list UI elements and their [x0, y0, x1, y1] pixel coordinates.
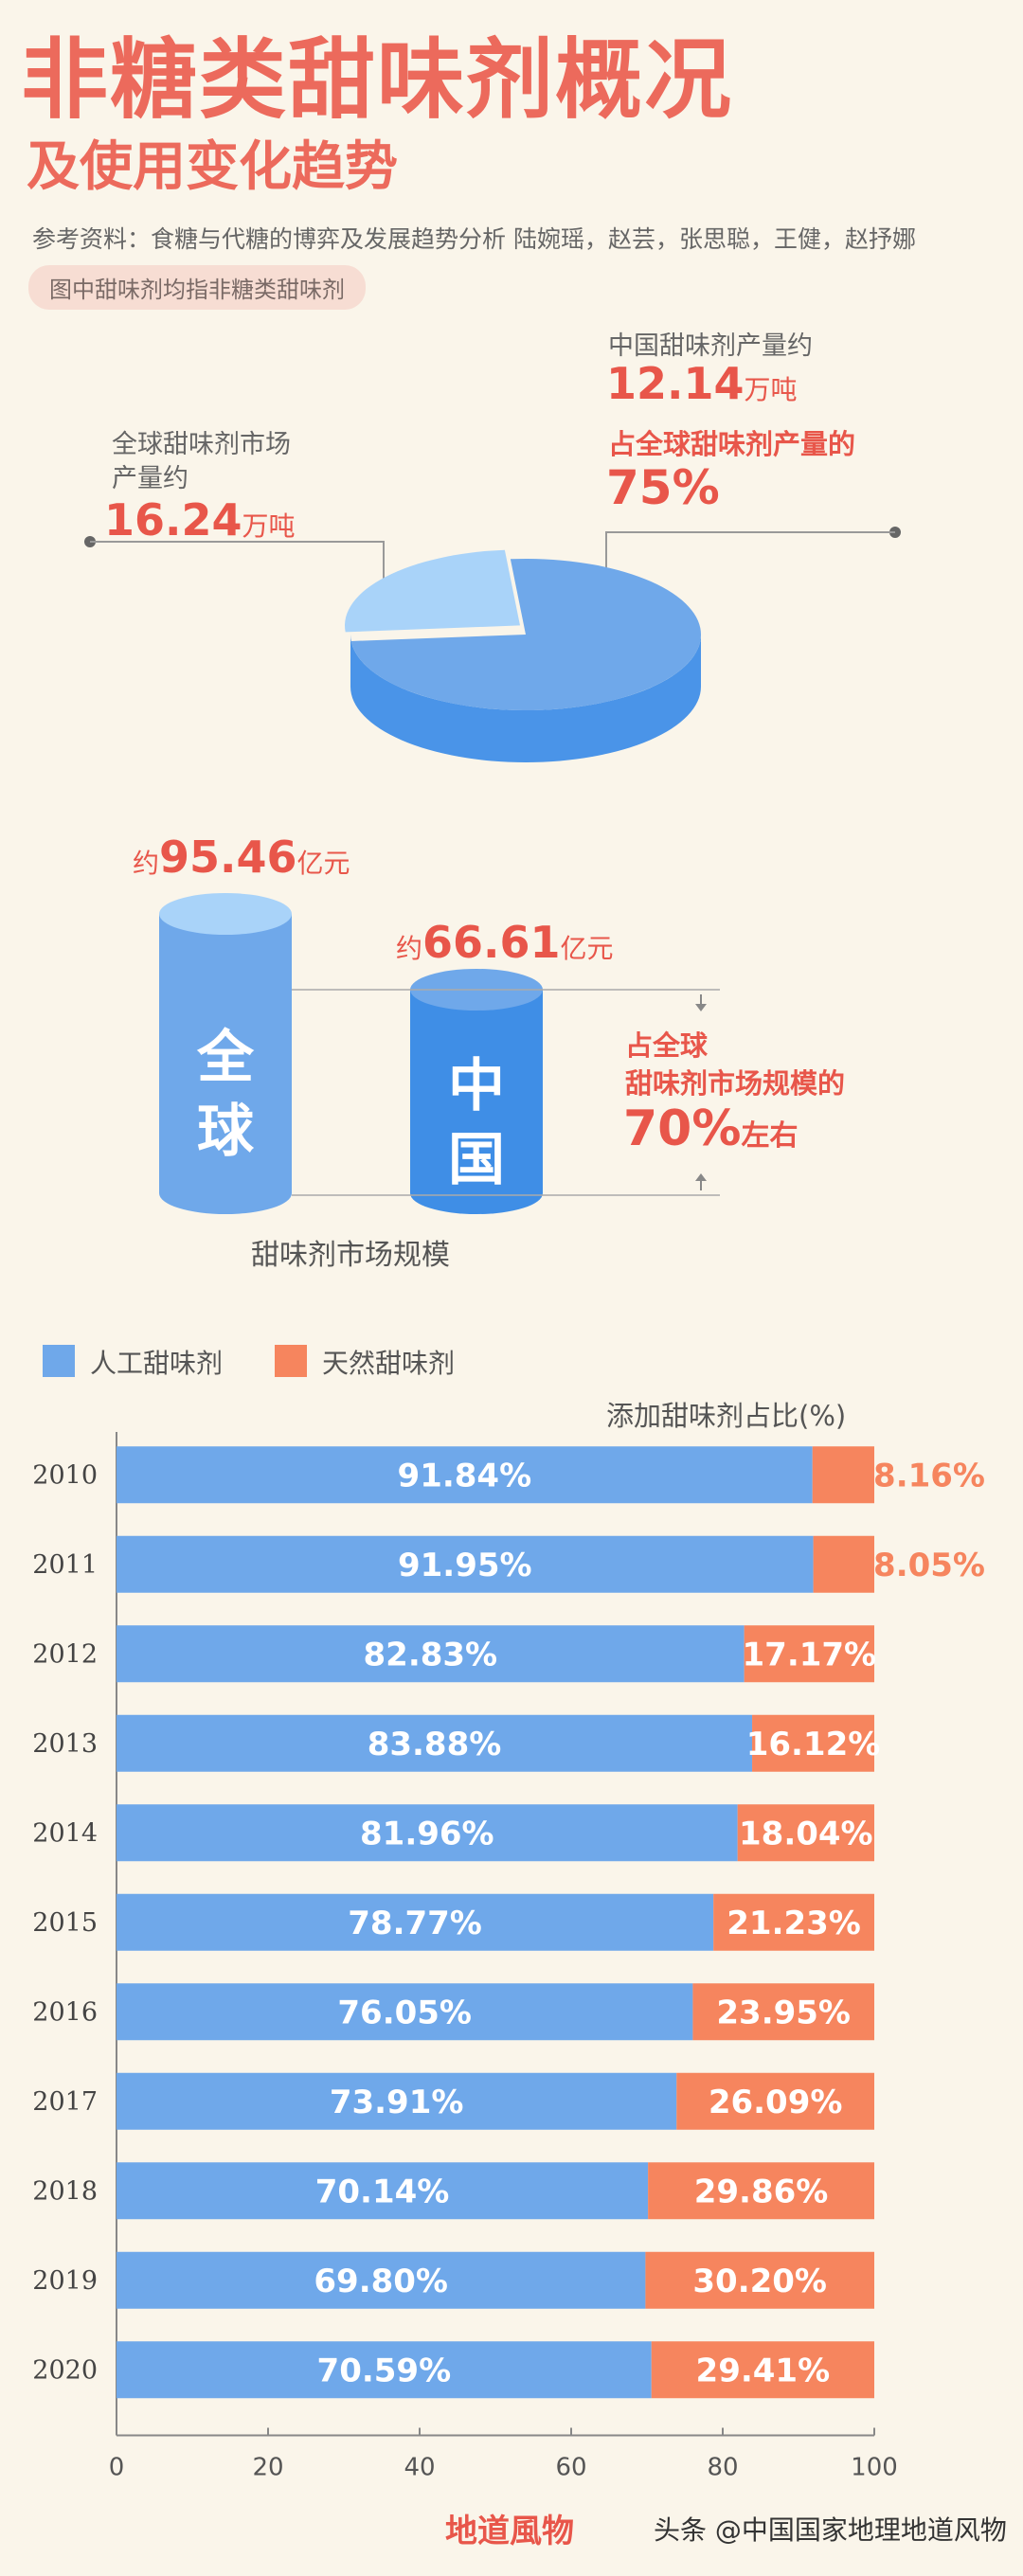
bar-artificial — [117, 2251, 646, 2309]
bar-natural — [648, 2162, 874, 2220]
chart-title: 添加甜味剂占比(%) — [606, 1400, 847, 1432]
pie-chart — [345, 549, 702, 762]
global-production-label: 全球甜味剂市场 产量约 — [112, 430, 291, 493]
arrow-down-icon — [695, 1004, 707, 1011]
data-label-natural: 26.09% — [709, 2084, 843, 2121]
market-cylinders — [159, 893, 720, 1214]
market-share-label: 占全球 甜味剂市场规模的 — [625, 1029, 846, 1100]
data-label-natural: 30.20% — [692, 2263, 827, 2300]
bar-natural — [752, 1714, 874, 1772]
x-tick-label: 40 — [404, 2454, 435, 2482]
watermark: 头条 @中国国家地理地道风物 — [654, 2514, 1007, 2546]
global-production-value: 16.24万吨 — [104, 494, 296, 546]
brand-logo: 地道風物 — [445, 2513, 574, 2550]
data-label-natural: 29.41% — [696, 2352, 831, 2389]
bar-natural — [813, 1535, 874, 1593]
x-tick-label: 80 — [707, 2454, 738, 2482]
data-label-natural: 23.95% — [716, 1994, 851, 2031]
global-cylinder-top — [159, 893, 292, 935]
page-title: 非糖类甜味剂概况 — [21, 29, 734, 131]
category-label: 2010 — [32, 1460, 98, 1490]
bar-artificial — [117, 1625, 745, 1683]
data-label-natural: 8.16% — [873, 1457, 985, 1494]
data-label-artificial: 70.14% — [315, 2173, 450, 2210]
x-tick-label: 0 — [109, 2454, 125, 2482]
stacked-bar-chart: 2010 91.84% 8.16% 2011 91.95% 8.05% 2012 82.83%… — [32, 1432, 985, 2482]
legend-artificial-label: 人工甜味剂 — [90, 1348, 224, 1379]
category-label: 2015 — [32, 1908, 98, 1938]
category-label: 2013 — [32, 1729, 98, 1759]
x-tick-label: 60 — [555, 2454, 586, 2482]
category-label: 2014 — [32, 1818, 98, 1848]
legend-natural-swatch — [275, 1345, 307, 1377]
data-label-artificial: 73.91% — [330, 2084, 464, 2121]
pie-slice-china — [350, 559, 702, 710]
category-label: 2020 — [32, 2355, 98, 2385]
pie-side — [350, 635, 701, 762]
data-label-natural: 16.12% — [746, 1726, 881, 1763]
bar-artificial — [117, 2341, 652, 2399]
data-label-natural: 8.05% — [873, 1547, 985, 1584]
category-label: 2016 — [32, 1997, 98, 2027]
bar-artificial — [117, 1714, 753, 1772]
data-label-artificial: 91.95% — [398, 1547, 532, 1584]
data-label-artificial: 78.77% — [348, 1905, 482, 1942]
china-cylinder-body — [410, 990, 543, 1214]
data-label-natural: 21.23% — [727, 1905, 861, 1942]
data-label-artificial: 69.80% — [314, 2263, 448, 2300]
data-label-artificial: 81.96% — [360, 1815, 494, 1852]
pie-slice-rest — [345, 549, 520, 633]
china-market-value: 约66.61亿元 — [396, 917, 614, 968]
category-label: 2011 — [32, 1550, 98, 1580]
category-label: 2017 — [32, 2087, 98, 2117]
bar-natural — [645, 2251, 874, 2309]
page-subtitle: 及使用变化趋势 — [27, 136, 398, 198]
bar-natural — [651, 2341, 874, 2399]
data-label-artificial: 76.05% — [337, 1994, 472, 2031]
data-label-natural: 17.17% — [743, 1636, 877, 1673]
category-label: 2019 — [32, 2266, 98, 2296]
data-label-artificial: 83.88% — [368, 1726, 502, 1763]
production-share-label: 占全球甜味剂产量的 — [608, 428, 856, 460]
bar-natural — [713, 1893, 874, 1951]
global-market-value: 约95.46亿元 — [133, 832, 350, 883]
category-label: 2012 — [32, 1639, 98, 1669]
x-tick-label: 20 — [252, 2454, 283, 2482]
data-label-artificial: 91.84% — [398, 1457, 532, 1494]
china-cylinder-label: 中国 — [448, 1053, 505, 1193]
bar-natural — [812, 1446, 874, 1504]
data-label-artificial: 82.83% — [364, 1636, 498, 1673]
note-badge: 图中甜味剂均指非糖类甜味剂 — [28, 265, 366, 310]
global-cylinder-label: 全球 — [197, 1025, 254, 1165]
global-cylinder-body — [159, 914, 292, 1214]
legend-natural-label: 天然甜味剂 — [322, 1348, 456, 1379]
global-leader-line — [90, 541, 385, 606]
bar-artificial — [117, 2072, 677, 2130]
bar-artificial — [117, 1804, 738, 1862]
china-production-value: 12.14万吨 — [606, 358, 798, 409]
production-pie-graphic — [84, 527, 901, 762]
data-label-natural: 18.04% — [739, 1815, 873, 1852]
bar-artificial — [117, 1535, 814, 1593]
market-caption: 甜味剂市场规模 — [251, 1239, 450, 1272]
bar-natural — [737, 1804, 874, 1862]
bar-artificial — [117, 1983, 693, 2041]
data-label-natural: 29.86% — [694, 2173, 829, 2210]
data-label-artificial: 70.59% — [317, 2352, 452, 2389]
china-production-label: 中国甜味剂产量约 — [608, 331, 813, 361]
market-share-value: 70%左右 — [623, 1100, 799, 1157]
bar-natural — [744, 1625, 874, 1683]
production-share-value: 75% — [606, 460, 720, 515]
arrow-up-icon — [695, 1173, 707, 1181]
bar-artificial — [117, 1893, 714, 1951]
legend-artificial-swatch — [43, 1345, 75, 1377]
bar-natural — [692, 1983, 874, 2041]
bar-natural — [676, 2072, 874, 2130]
bar-artificial — [117, 2162, 649, 2220]
bar-artificial — [117, 1446, 813, 1504]
reference-text: 参考资料：食糖与代糖的博弈及发展趋势分析 陆婉瑶，赵芸，张思聪，王健，赵抒娜 — [32, 225, 916, 253]
category-label: 2018 — [32, 2176, 98, 2206]
x-tick-label: 100 — [851, 2454, 898, 2482]
